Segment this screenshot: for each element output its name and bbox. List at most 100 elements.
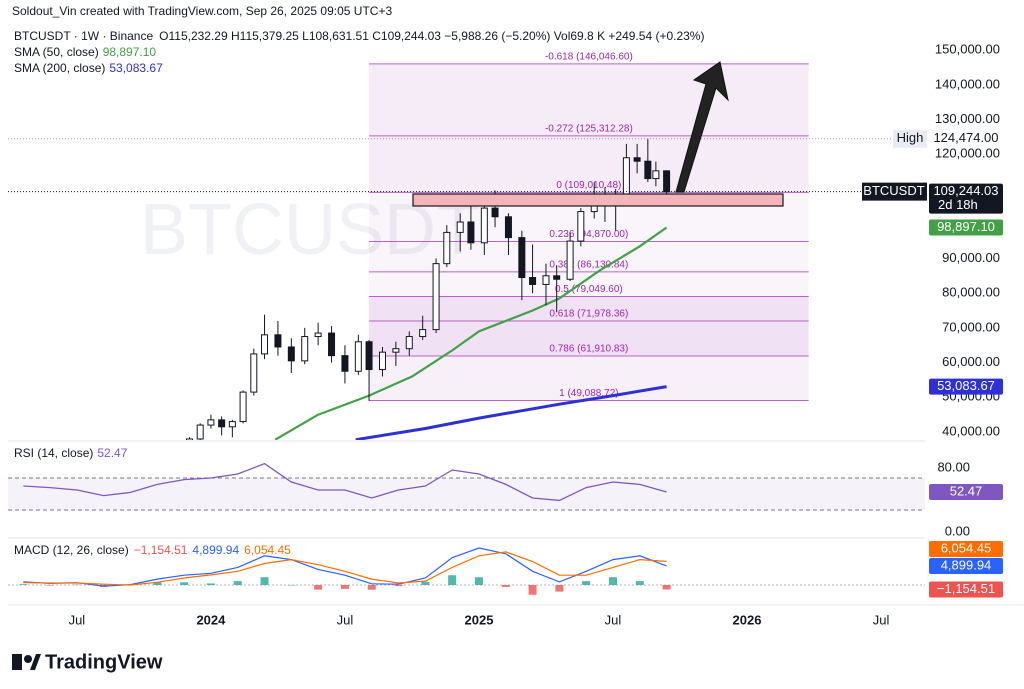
y-tick-label: 60,000.00 [942,354,1000,369]
candle-body [542,275,550,285]
candle-body [633,157,641,162]
signal-tag: 6,054.45 [941,540,992,555]
macd-histogram [19,584,28,585]
candle-body [207,419,215,426]
macd-histogram [448,575,457,585]
candle-body [467,221,475,244]
rsi-tick-label: 0.00 [945,523,970,538]
rsi-line [23,462,667,502]
last-value: 109,244.03 [933,183,998,198]
macd-histogram [394,584,403,587]
signal-value: 6,054.45 [244,543,291,557]
candle-body [577,211,585,242]
y-tick-label: 70,000.00 [942,319,1000,334]
fib-zone [369,135,809,193]
macd-histogram [340,584,349,589]
last-name: BTCUSDT [863,183,924,198]
candle-body [504,216,512,239]
candle-body [644,160,652,180]
sma-value: 98,897.10 [103,45,157,59]
macd-tag: 4,899.94 [941,557,992,572]
candle-body [261,334,269,355]
macd-histogram [72,584,81,586]
macd-histogram [582,581,591,585]
candle-body [663,170,671,193]
fib-zone [369,63,809,136]
fib-zone [369,271,809,297]
y-tick-label: 90,000.00 [942,250,1000,265]
x-tick-label: 2025 [465,612,494,627]
y-tick-label: 120,000.00 [935,146,1000,161]
candle-body [239,391,247,423]
fib-zone [369,241,809,272]
candle-body [341,355,349,372]
macd-legend: MACD (12, 26, close) −1,154.51 4,899.94 6,0… [14,543,291,557]
macd-histogram [635,581,644,585]
macd-value: 4,899.94 [192,543,239,557]
candle-body [491,207,499,218]
x-tick-label: Jul [337,612,354,627]
fib-zone [369,320,809,356]
candle-body [566,240,574,280]
y-tick-label: 150,000.00 [935,42,1000,57]
x-tick-label: Jul [69,612,86,627]
macd-histogram [474,577,483,585]
candle-body [287,346,295,362]
y-tick-label: 140,000.00 [935,76,1000,91]
candle-body [456,221,464,233]
macd-histogram [662,584,671,590]
fib-label: 0.236 (94,870.00) [549,229,628,240]
fib-label: -0.618 (146,046.60) [545,52,633,63]
fib-label: 0.618 (71,978.36) [549,309,628,320]
candle-body [553,275,561,280]
x-tick-label: 2024 [196,612,226,627]
candle-body [378,351,386,371]
sma-legend: SMA (50, close) 98,897.10 [14,45,156,59]
candle-body [529,277,537,285]
macd-histogram [233,581,242,585]
signal-tag-bg [929,541,1003,557]
arrow [675,61,729,193]
candle-body [365,341,373,371]
high-value: 124,474.00 [933,130,998,145]
high-name: High [897,130,924,145]
candle-body [196,424,204,440]
rsi-tag: 52.47 [950,483,983,498]
candle-body [652,170,660,180]
high-name-bg [893,129,927,148]
x-tick-label: 2026 [733,612,762,627]
rsi-tag-bg [929,484,1003,501]
rsi-legend: RSI (14, close) 52.47 [14,446,128,460]
sma-tag: 98,897.10 [937,219,995,234]
macd-histogram [260,577,269,585]
candle-body [443,231,451,265]
macd-histogram [206,583,215,585]
sma-legend: SMA (200, close) 53,083.67 [14,61,163,75]
candle-body [314,332,322,338]
macd-histogram [367,584,376,590]
fib-label: 0.5 (79,049.60) [555,284,623,295]
fib-label: -0.272 (125,312.28) [545,123,633,134]
last-name-bg [862,182,927,201]
brand: TradingView [45,651,163,673]
fib-label: 0.786 (61,910.83) [549,344,628,355]
candle-body [218,419,226,428]
rsi-band [8,478,925,510]
candle-body [518,237,526,279]
candle-body [392,348,400,353]
candle-body [301,336,309,362]
indicator-panes [8,462,925,595]
high-value-bg [929,130,1003,147]
macd-histogram [153,581,162,585]
candle-body [228,421,236,428]
candle-body [480,207,488,244]
candle-body [328,332,336,357]
macd-histogram [287,584,296,586]
macd-histogram [555,584,564,592]
y-tick-label: 130,000.00 [935,111,1000,126]
signal-line [23,551,667,586]
fib-zone [369,296,809,321]
sma-line [274,226,668,440]
